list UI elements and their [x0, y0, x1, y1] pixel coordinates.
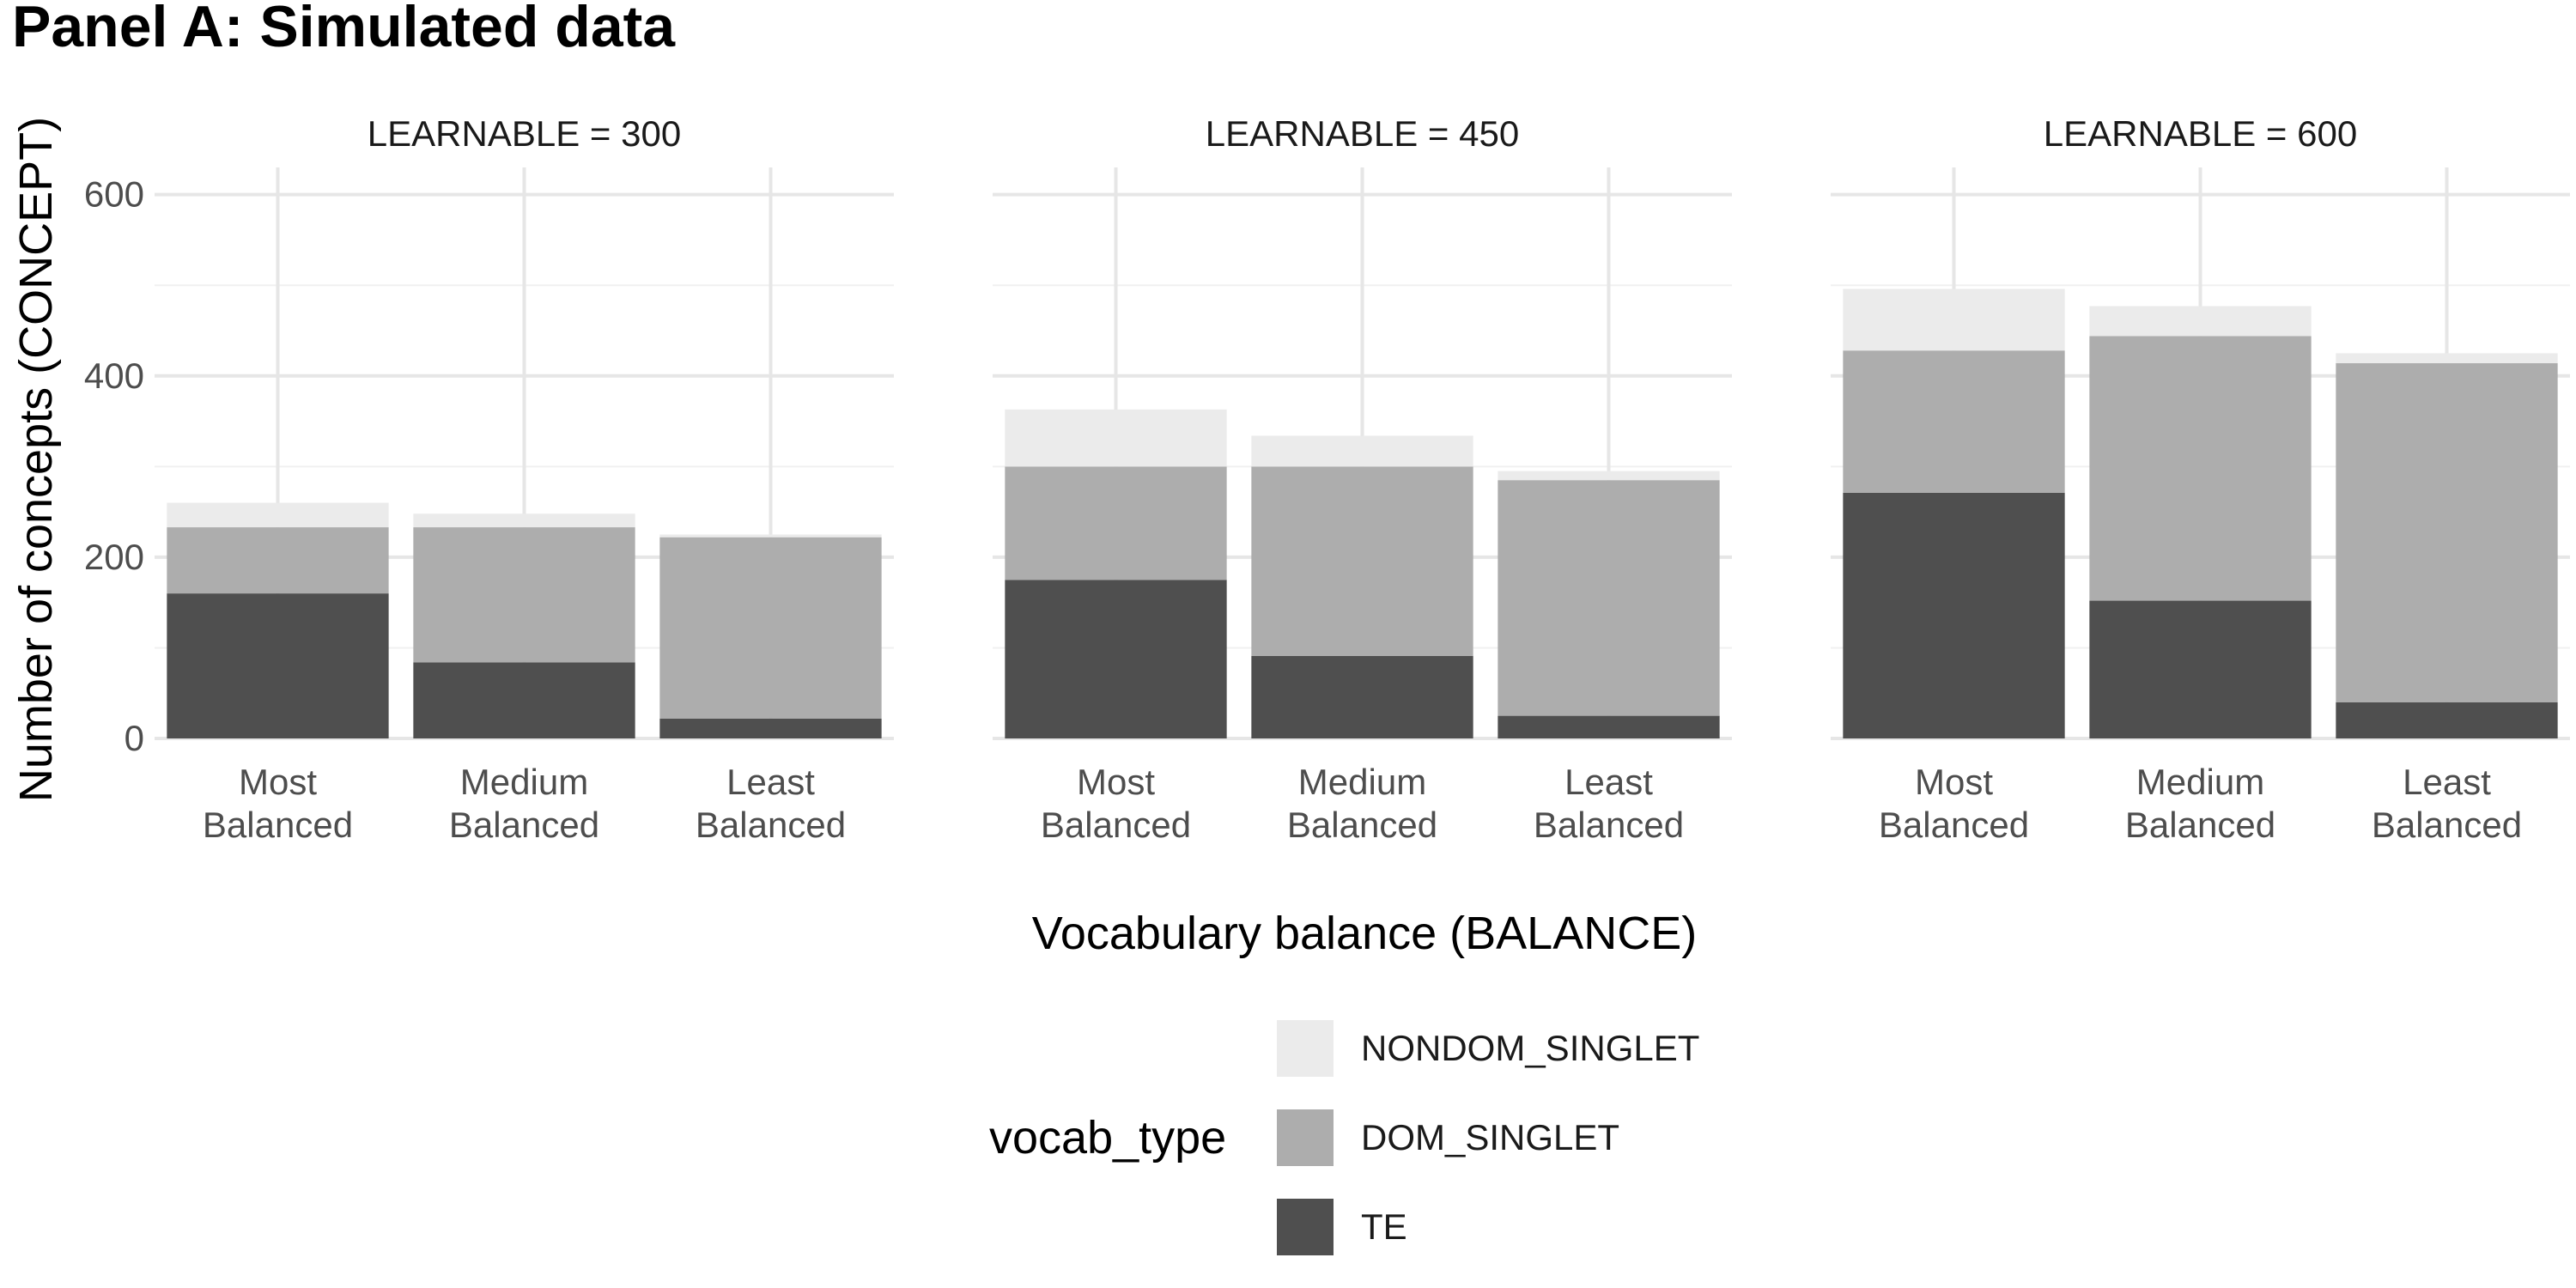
legend-key-te	[1277, 1199, 1334, 1255]
bar-nondom-singlet	[167, 502, 389, 528]
x-tick-label: Most Balanced	[1879, 762, 2029, 845]
legend-label: DOM_SINGLET	[1361, 1117, 1619, 1157]
chart-title: Panel A: Simulated data	[12, 0, 676, 59]
panel-3: LEARNABLE = 600 Most Balanced Medium Balance…	[1831, 113, 2570, 845]
bar-te	[1498, 715, 1720, 738]
bar-nondom-singlet	[2089, 306, 2312, 337]
bar-nondom-singlet	[1498, 471, 1720, 481]
x-tick-label: Most Balanced	[203, 762, 353, 845]
y-tick-label: 0	[125, 718, 144, 758]
legend-label: NONDOM_SINGLET	[1361, 1028, 1699, 1068]
panel-strip-label: LEARNABLE = 600	[2044, 113, 2357, 154]
bar-te	[413, 662, 635, 738]
bar-dom-singlet	[1843, 350, 2065, 493]
legend-key-nondom-singlet	[1277, 1020, 1334, 1077]
legend: vocab_type NONDOM_SINGLET DOM_SINGLET TE	[989, 1020, 1699, 1255]
bar-te	[1251, 655, 1473, 738]
bar-te	[1005, 580, 1227, 738]
x-axis-title: Vocabulary balance (BALANCE)	[1032, 908, 1697, 959]
x-tick-label: Least Balanced	[1534, 762, 1684, 845]
panel-1: LEARNABLE = 300 Most Balanced Medium Balance…	[84, 113, 894, 845]
x-tick-label: Least Balanced	[2372, 762, 2522, 845]
legend-label: TE	[1361, 1206, 1407, 1247]
legend-title: vocab_type	[989, 1112, 1226, 1163]
bar-dom-singlet	[167, 527, 389, 594]
bar-dom-singlet	[413, 527, 635, 663]
legend-key-dom-singlet	[1277, 1109, 1334, 1166]
x-tick-label: Medium Balanced	[449, 762, 599, 845]
bar-te	[2336, 702, 2558, 738]
y-tick-label: 400	[84, 355, 144, 396]
bar-nondom-singlet	[1251, 435, 1473, 467]
x-tick-label: Medium Balanced	[1287, 762, 1437, 845]
bar-nondom-singlet	[2336, 353, 2558, 363]
x-tick-label: Medium Balanced	[2125, 762, 2275, 845]
x-tick-label: Most Balanced	[1041, 762, 1191, 845]
bar-dom-singlet	[1498, 480, 1720, 716]
bar-te	[659, 718, 882, 738]
bar-dom-singlet	[659, 537, 882, 719]
y-tick-label: 600	[84, 174, 144, 215]
bar-dom-singlet	[2336, 363, 2558, 702]
bar-nondom-singlet	[1843, 289, 2065, 351]
bar-dom-singlet	[2089, 336, 2312, 601]
x-tick-label: Least Balanced	[696, 762, 846, 845]
y-axis-title: Number of concepts (CONCEPT)	[10, 117, 62, 802]
bar-te	[1843, 492, 2065, 738]
y-tick-label: 200	[84, 537, 144, 577]
panel-strip-label: LEARNABLE = 300	[368, 113, 681, 154]
bar-te	[2089, 600, 2312, 738]
panel-2: LEARNABLE = 450 Most Balanced Medium Balance…	[993, 113, 1732, 845]
bar-dom-singlet	[1005, 466, 1227, 580]
bar-nondom-singlet	[413, 513, 635, 528]
bar-nondom-singlet	[659, 534, 882, 538]
panel-strip-label: LEARNABLE = 450	[1206, 113, 1519, 154]
bar-nondom-singlet	[1005, 409, 1227, 467]
bar-dom-singlet	[1251, 466, 1473, 656]
bar-te	[167, 593, 389, 738]
